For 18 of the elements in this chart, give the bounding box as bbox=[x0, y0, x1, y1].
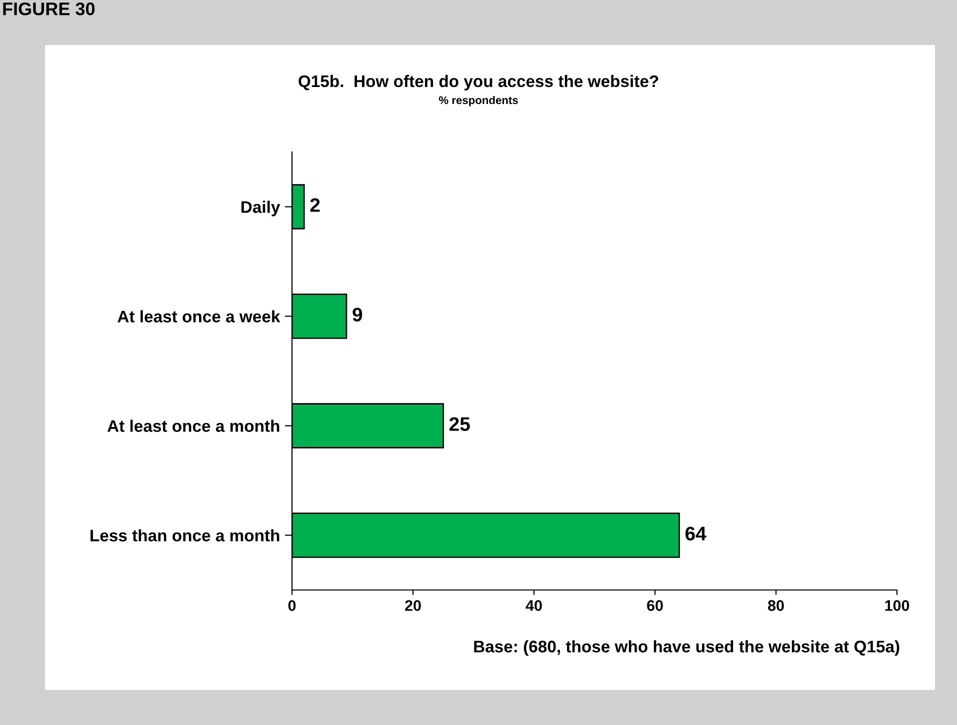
data-label: 25 bbox=[449, 417, 470, 431]
y-tick-label: At least once a month bbox=[107, 420, 280, 432]
x-tick-label: 60 bbox=[647, 600, 663, 611]
y-tick-label: At least once a week bbox=[118, 310, 280, 322]
data-label: 2 bbox=[310, 198, 320, 212]
x-tick-label: 40 bbox=[526, 600, 542, 611]
chart-subtitle: % respondents bbox=[438, 96, 518, 106]
y-tick-label: Daily bbox=[241, 200, 280, 216]
text: Base: (680, those who have used the website at Q15a) bbox=[474, 640, 900, 656]
caption: FIGURE 30 bbox=[3, 2, 95, 16]
x-tick-label: 80 bbox=[768, 600, 784, 611]
x-tick-label: 0 bbox=[288, 600, 296, 611]
x-tick-label: 100 bbox=[885, 600, 910, 611]
chart-title: Q15b. How often do you access the website? bbox=[298, 74, 658, 90]
data-label: 64 bbox=[685, 526, 706, 540]
x-tick-label: 20 bbox=[405, 600, 421, 611]
y-tick-label: Less than once a month bbox=[90, 529, 280, 542]
data-label: 9 bbox=[352, 308, 362, 322]
